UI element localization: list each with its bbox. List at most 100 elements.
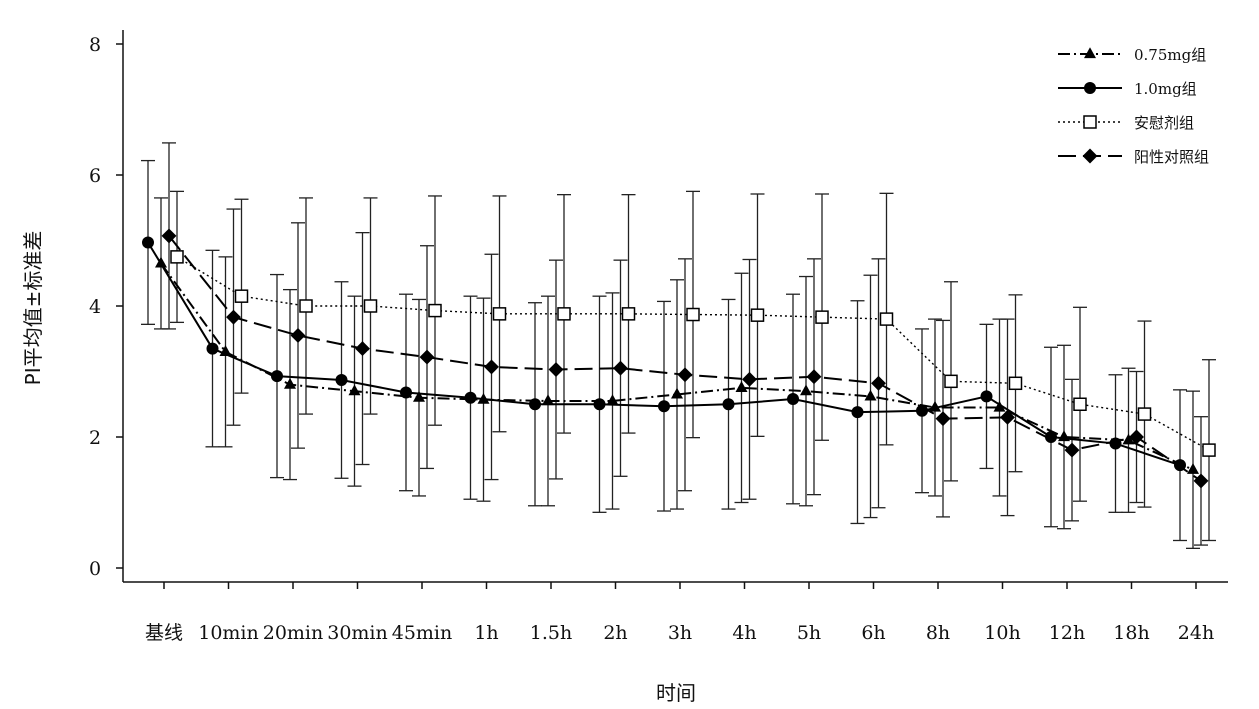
y-tick-label: 2 xyxy=(89,427,101,449)
marker-series-3 xyxy=(1202,443,1216,457)
marker-series-1 xyxy=(413,391,425,402)
legend-label-series-1: 0.75mg组 xyxy=(1134,46,1206,64)
marker-series-2 xyxy=(206,342,219,355)
marker-series-3 xyxy=(234,289,249,303)
x-tick-label: 5h xyxy=(797,622,821,644)
marker-series-4 xyxy=(355,341,370,357)
marker-series-2 xyxy=(593,398,606,411)
marker-series-4 xyxy=(677,367,693,383)
x-tick-label: 8h xyxy=(926,622,950,644)
marker-series-1 xyxy=(219,345,232,356)
x-tick-label: 4h xyxy=(732,622,756,644)
x-tick-label: 1h xyxy=(474,622,498,644)
x-tick-label: 3h xyxy=(668,622,692,644)
marker-series-1 xyxy=(1058,430,1070,442)
marker-series-3 xyxy=(944,374,958,389)
marker-series-2 xyxy=(271,370,283,383)
marker-series-1 xyxy=(606,394,619,406)
marker-series-4 xyxy=(484,359,499,375)
marker-series-4 xyxy=(548,362,564,377)
marker-series-1 xyxy=(542,394,554,406)
y-axis-title: PI平均值±标准差 xyxy=(21,231,45,386)
marker-series-2 xyxy=(464,391,477,404)
marker-series-2 xyxy=(1084,82,1096,94)
x-tick-label: 10h xyxy=(984,622,1020,644)
marker-series-2 xyxy=(787,393,799,406)
y-tick-label: 0 xyxy=(89,558,101,580)
marker-series-2 xyxy=(980,390,993,403)
x-tick-label: 10min xyxy=(198,622,259,644)
x-tick-label: 2h xyxy=(603,622,627,644)
marker-series-1 xyxy=(800,384,812,396)
marker-series-1 xyxy=(929,400,941,412)
marker-series-2 xyxy=(1109,437,1122,450)
marker-series-3 xyxy=(170,250,184,264)
marker-series-3 xyxy=(1083,115,1097,129)
marker-series-2 xyxy=(142,236,154,249)
marker-series-3 xyxy=(492,307,507,321)
legend-label-series-2: 1.0mg组 xyxy=(1134,80,1197,98)
legend-label-series-4: 阳性对照组 xyxy=(1134,148,1209,166)
x-axis-title: 时间 xyxy=(656,681,696,705)
error-bars xyxy=(141,142,1216,549)
x-tick-label: 18h xyxy=(1113,622,1149,644)
marker-series-2 xyxy=(529,398,541,411)
marker-series-4 xyxy=(613,360,628,376)
marker-series-4 xyxy=(290,328,306,343)
marker-series-3 xyxy=(815,310,829,324)
marker-series-4 xyxy=(419,349,435,365)
legend-label-series-3: 安慰剂组 xyxy=(1134,114,1194,132)
marker-series-1 xyxy=(284,377,296,389)
marker-series-1 xyxy=(864,389,877,401)
series-markers xyxy=(142,228,1216,489)
marker-series-3 xyxy=(1137,407,1152,421)
marker-series-2 xyxy=(851,406,864,419)
x-tick-label: 6h xyxy=(861,622,885,644)
marker-series-4 xyxy=(871,375,886,391)
x-tick-label: 20min xyxy=(263,622,324,644)
marker-series-3 xyxy=(686,307,700,322)
marker-series-1 xyxy=(671,387,683,399)
marker-series-3 xyxy=(428,303,442,318)
marker-series-2 xyxy=(658,400,670,413)
marker-series-2 xyxy=(1045,431,1057,443)
marker-series-2 xyxy=(916,404,928,417)
series-lines xyxy=(147,235,1210,482)
y-tick-label: 8 xyxy=(89,34,101,56)
marker-series-3 xyxy=(621,307,636,321)
marker-series-2 xyxy=(722,398,735,411)
marker-series-4 xyxy=(935,411,951,427)
marker-series-4 xyxy=(1000,409,1015,425)
marker-series-2 xyxy=(335,374,348,387)
marker-series-4 xyxy=(1064,442,1080,458)
marker-series-3 xyxy=(1073,397,1087,411)
axes: 0 2 4 6 8 基线 10min 20min 30min 45min 1h 1.5h 2h 3h 4h 5… xyxy=(89,30,1228,644)
marker-series-2 xyxy=(1174,459,1186,472)
x-tick-label: 12h xyxy=(1049,622,1085,644)
marker-series-2 xyxy=(400,386,412,399)
marker-series-4 xyxy=(226,309,241,325)
x-tick-label: 1.5h xyxy=(530,622,572,644)
marker-series-1 xyxy=(993,400,1006,412)
marker-series-4 xyxy=(161,228,177,244)
marker-series-3 xyxy=(363,299,378,313)
x-tick-label: 24h xyxy=(1178,622,1214,644)
line-series-1 xyxy=(160,262,1194,471)
marker-series-1 xyxy=(1084,47,1096,59)
marker-series-1 xyxy=(348,384,361,396)
marker-series-3 xyxy=(1008,376,1023,391)
marker-series-1 xyxy=(155,256,167,268)
marker-series-3 xyxy=(750,308,765,322)
y-tick-label: 6 xyxy=(89,165,101,187)
marker-series-4 xyxy=(806,369,822,385)
marker-series-1 xyxy=(477,392,490,404)
x-tick-label: 45min xyxy=(392,622,453,644)
y-tick-label: 4 xyxy=(89,296,101,318)
marker-series-1 xyxy=(1187,463,1199,474)
marker-series-3 xyxy=(299,299,313,313)
marker-series-4 xyxy=(1082,148,1098,164)
marker-series-1 xyxy=(1122,433,1135,445)
